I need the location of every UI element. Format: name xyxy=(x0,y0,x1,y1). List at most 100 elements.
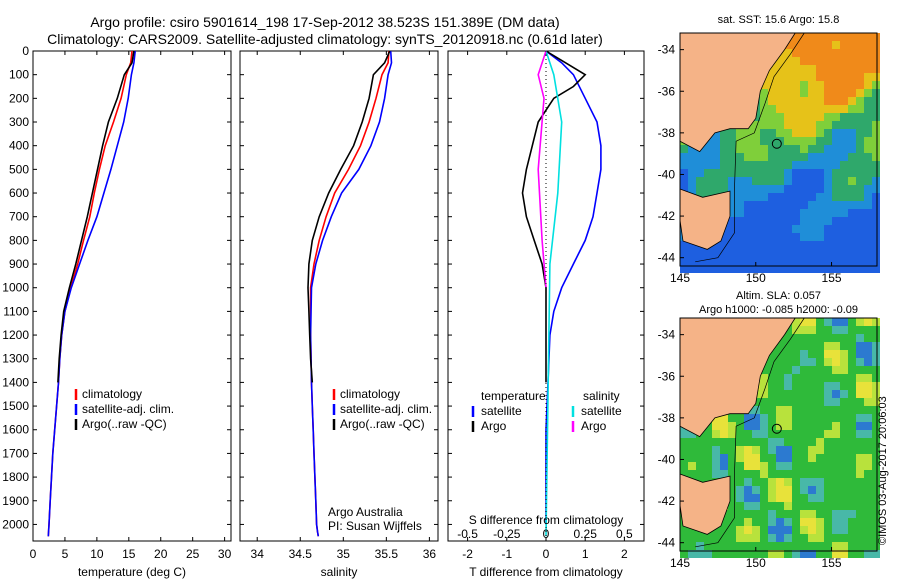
map-cell xyxy=(768,265,776,273)
map-cell xyxy=(824,486,832,494)
map-cell xyxy=(856,153,864,161)
map-cell xyxy=(872,542,880,550)
map-cell xyxy=(792,73,800,81)
map-cell xyxy=(816,161,824,169)
map-cell xyxy=(824,121,832,129)
map-cell xyxy=(832,177,840,185)
series-line-argo xyxy=(521,50,587,383)
map-cell xyxy=(872,550,880,558)
map-cell xyxy=(816,518,824,526)
map-cell xyxy=(728,510,736,518)
map-cell xyxy=(872,105,880,113)
map-cell xyxy=(840,414,848,422)
map-cell xyxy=(728,454,736,462)
map-cell xyxy=(808,366,816,374)
map-cell xyxy=(768,225,776,233)
map-cell xyxy=(768,185,776,193)
map-cell xyxy=(816,193,824,201)
map-cell xyxy=(856,97,864,105)
map-cell xyxy=(792,137,800,145)
map-cell xyxy=(760,518,768,526)
map-cell xyxy=(776,265,784,273)
map-cell xyxy=(776,137,784,145)
y-tick-label: 1900 xyxy=(2,494,29,508)
map-cell xyxy=(832,121,840,129)
map-cell xyxy=(808,414,816,422)
lat-tick-label: -42 xyxy=(658,209,676,223)
map-cell xyxy=(856,534,864,542)
map-cell xyxy=(824,430,832,438)
map-cell xyxy=(792,542,800,550)
map-cell xyxy=(824,169,832,177)
map-cell xyxy=(832,446,840,454)
map-cell xyxy=(760,153,768,161)
map-cell xyxy=(848,406,856,414)
map-cell xyxy=(800,129,808,137)
map-cell xyxy=(800,390,808,398)
map-cell xyxy=(720,550,728,558)
map-cell xyxy=(688,454,696,462)
map-cell xyxy=(832,550,840,558)
map-cell xyxy=(808,193,816,201)
map-cell xyxy=(856,398,864,406)
map-cell xyxy=(824,494,832,502)
map-cell xyxy=(784,334,792,342)
map-cell xyxy=(848,342,856,350)
map-cell xyxy=(728,470,736,478)
map-cell xyxy=(784,486,792,494)
map-cell xyxy=(808,454,816,462)
map-cell xyxy=(824,406,832,414)
map-cell xyxy=(736,241,744,249)
map-cell xyxy=(720,430,728,438)
map-cell xyxy=(848,542,856,550)
panel-frame-1 xyxy=(32,50,232,542)
map-cell xyxy=(784,249,792,257)
map-cell xyxy=(760,121,768,129)
map-cell xyxy=(808,526,816,534)
map-cell xyxy=(680,169,688,177)
map-cell xyxy=(744,518,752,526)
map-cell xyxy=(688,438,696,446)
map-cell xyxy=(856,145,864,153)
map-cell xyxy=(872,153,880,161)
map-cell xyxy=(816,201,824,209)
map-cell xyxy=(872,438,880,446)
map-cell xyxy=(712,169,720,177)
map-cell xyxy=(792,49,800,57)
map-cell xyxy=(816,145,824,153)
map-cell xyxy=(752,454,760,462)
map-cell xyxy=(800,486,808,494)
map-cell xyxy=(848,518,856,526)
map-cell xyxy=(872,350,880,358)
map-cell xyxy=(768,494,776,502)
map-cell xyxy=(816,446,824,454)
map-cell xyxy=(784,366,792,374)
map-cell xyxy=(808,510,816,518)
map-cell xyxy=(688,265,696,273)
map-cell xyxy=(872,534,880,542)
map-cell xyxy=(864,342,872,350)
map-cell xyxy=(768,454,776,462)
map-cell xyxy=(824,510,832,518)
map-cell xyxy=(832,161,840,169)
map-cell xyxy=(848,201,856,209)
map-cell xyxy=(760,446,768,454)
map-cell xyxy=(720,137,728,145)
map-cell xyxy=(784,390,792,398)
map-cell xyxy=(832,414,840,422)
map-cell xyxy=(864,257,872,265)
map-cell xyxy=(856,49,864,57)
map-cell xyxy=(832,241,840,249)
map-cell xyxy=(704,542,712,550)
x2-tick-label: 0.25 xyxy=(574,527,598,541)
map-cell xyxy=(848,161,856,169)
map-frame xyxy=(679,317,878,552)
argo-position-marker xyxy=(771,138,782,149)
map-cell xyxy=(784,177,792,185)
argo-position-marker xyxy=(771,423,782,434)
map-cell xyxy=(840,406,848,414)
map-cell xyxy=(784,193,792,201)
map-cell xyxy=(864,49,872,57)
map-cell xyxy=(784,494,792,502)
map-cell xyxy=(824,233,832,241)
